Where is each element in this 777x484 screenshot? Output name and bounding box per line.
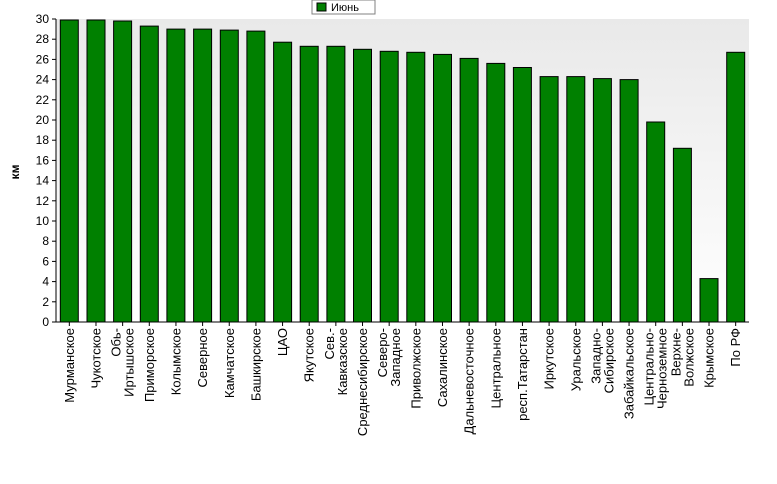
bar [193,28,213,323]
x-tick-label: Дальневосточное [462,328,477,434]
bar [459,57,479,323]
x-tick-label: Верхне- [668,328,683,376]
y-tick-label: 16 [36,153,50,167]
bar [539,76,559,323]
bar [646,121,666,323]
x-tick-label: Западно- [588,328,603,384]
x-tick-label: Чукотское [89,328,104,389]
x-tick-label: Сев.- [322,328,337,359]
y-tick-label: 0 [42,315,49,329]
bar [353,48,372,323]
x-tick-label: Центрально- [642,328,657,406]
y-axis-label: км [8,164,22,179]
bar [433,53,452,323]
axes-group [52,18,749,326]
bar [273,41,293,323]
x-tick-label: Башкирское [248,328,263,401]
y-tick-label: 2 [42,295,49,309]
y-tick-label: 22 [36,93,50,107]
x-tick-label: Волжское [681,328,696,387]
legend-swatch [316,2,327,12]
x-tick-label: Приморское [142,328,157,402]
y-tick-label: 20 [36,113,50,127]
x-tick-label: респ.Татарстан [515,328,530,421]
legend: Июнь [311,0,376,15]
bar [326,45,346,323]
y-tick-label: 28 [36,32,50,46]
x-tick-label: Северо- [375,328,390,377]
x-tick-label: Уральское [568,328,583,391]
x-tick-label: Забайкальское [622,328,637,419]
bar [299,45,319,323]
bar [406,51,426,323]
bar [139,25,159,323]
x-tick-label: Иртышское [122,328,137,397]
x-tick-label: Центральное [488,328,503,408]
y-tick-label: 26 [36,52,50,66]
bar [379,50,399,323]
y-tick-label: 4 [42,275,49,289]
y-tick-label: 14 [36,174,50,188]
x-tick-label: Сибирское [601,328,616,393]
plot-area [56,19,749,322]
x-tick-label: Кавказское [335,328,350,395]
bar [166,28,186,323]
bar [512,67,532,323]
bar [592,78,612,323]
x-tick-label: Крымское [702,328,717,388]
legend-box [311,0,376,15]
x-tick-labels: Мурманское Чукотское Обь-Иртышское Приморск… [62,328,743,436]
bar [246,30,266,323]
bar [699,278,719,323]
y-tick-label: 30 [36,12,50,26]
bar [86,19,106,323]
bar [59,19,79,323]
bars-group [59,19,746,323]
x-tick-label: Камчатское [222,328,237,398]
bar [726,51,746,323]
x-tick-label: Иркутское [542,328,557,390]
y-tick-label: 12 [36,194,50,208]
x-tick-label: Среднесибирское [355,328,370,436]
x-tick-label: Приволжское [408,328,423,409]
bar [566,76,586,323]
x-tick-label: Черноземное [655,328,670,409]
bar [486,62,506,323]
x-tick-label: Северное [195,328,210,387]
x-tick-label: Обь- [109,328,124,357]
x-tick-label: Колымское [168,328,183,395]
x-tick-label: Мурманское [62,328,77,403]
x-tick-label: Якутское [302,328,317,382]
legend-label: Июнь [331,2,359,14]
y-tick-label: 6 [42,254,49,268]
bar [219,29,239,323]
x-tick-label: Сахалинское [435,328,450,407]
y-tick-label: 8 [42,234,49,248]
bar [619,79,639,323]
x-tick-label: По РФ [728,328,743,367]
bar [672,147,692,323]
y-tick-label: 24 [36,73,50,87]
y-tick-label: 10 [36,214,50,228]
y-tick-label: 18 [36,133,50,147]
x-tick-label: ЦАО [275,328,290,356]
bar [113,20,133,323]
x-tick-label: Западное [388,328,403,387]
